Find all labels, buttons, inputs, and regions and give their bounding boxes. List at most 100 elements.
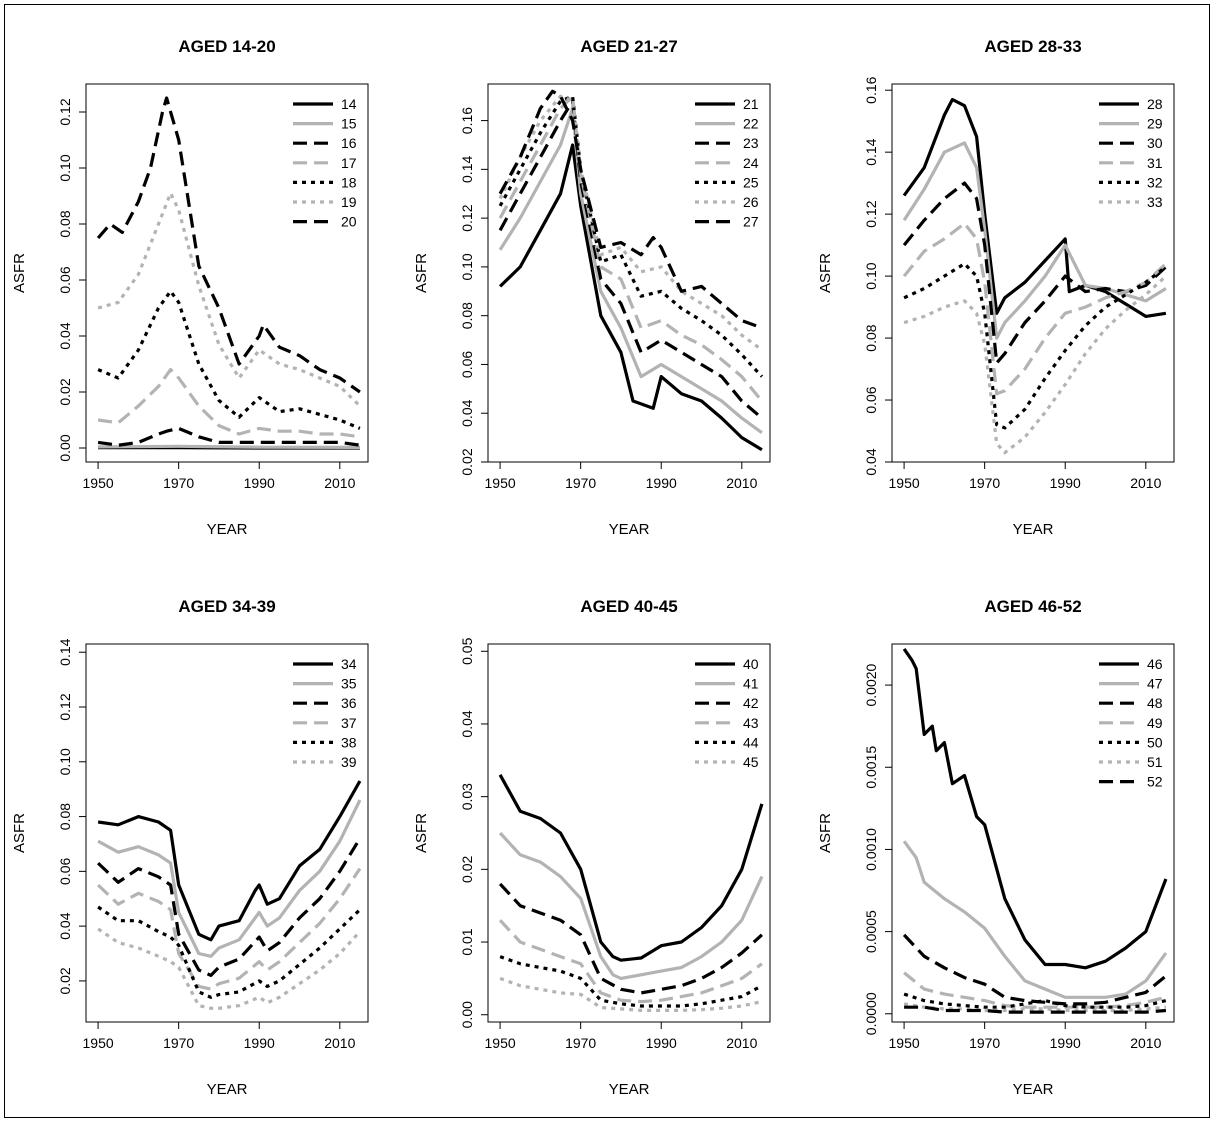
- series-line-28: [902, 97, 1167, 318]
- chart-title: AGED 40-45: [580, 597, 677, 616]
- y-tick-label: 0.0005: [863, 910, 879, 953]
- plot-area-border: [85, 83, 369, 463]
- chart-title: AGED 28-33: [984, 37, 1081, 56]
- x-tick-label: 1990: [1050, 475, 1081, 491]
- y-tick-label: 0.00: [459, 1001, 475, 1028]
- legend-label: 29: [1147, 116, 1163, 132]
- chart-panel-4: AGED 34-39 1950 1970 1990 2010 0.02 0.04 0.06 0.…: [11, 597, 369, 1098]
- series-line-46: [902, 647, 1168, 970]
- series-line-44: [499, 955, 763, 1008]
- series-line-31: [902, 221, 1167, 396]
- plot-area-border: [487, 643, 771, 1023]
- series-line-36: [96, 837, 362, 978]
- series-line-18: [97, 289, 361, 430]
- legend-label: 41: [743, 676, 759, 692]
- series-line-45: [499, 976, 763, 1013]
- y-tick-label: 0.10: [863, 262, 879, 289]
- y-tick-label: 0.10: [57, 154, 73, 181]
- series-line-32: [903, 262, 1167, 430]
- series-line-26: [498, 94, 763, 352]
- y-tick-label: 0.06: [57, 266, 73, 293]
- y-tick-label: 0.01: [459, 928, 475, 955]
- chart-panel-6: AGED 46-52 1950 1970 1990 2010 0.0000 0.0005 0.…: [817, 597, 1175, 1098]
- y-tick-label: 0.08: [459, 302, 475, 329]
- x-tick-label: 1970: [565, 1035, 596, 1051]
- legend: 21 22 23 24 25 26 27: [695, 96, 759, 230]
- legend-label: 36: [341, 695, 357, 711]
- x-axis-label: YEAR: [1013, 521, 1054, 538]
- y-tick-label: 0.06: [863, 386, 879, 413]
- y-axis-label: ASFR: [11, 253, 28, 293]
- chart-title: AGED 14-20: [178, 37, 275, 56]
- x-axis-label: YEAR: [1013, 1081, 1054, 1098]
- x-tick-label: 2010: [726, 475, 757, 491]
- series-line-43: [498, 919, 763, 1004]
- legend-label: 28: [1147, 96, 1163, 112]
- y-axis-label: ASFR: [817, 813, 834, 853]
- y-tick-label: 0.08: [863, 324, 879, 351]
- x-tick-label: 1990: [244, 1035, 275, 1051]
- x-tick-label: 1990: [1050, 1035, 1081, 1051]
- legend-label: 48: [1147, 695, 1163, 711]
- chart-panel-3: AGED 28-33 1950 1970 1990 2010 0.04 0.06 0.08 0.…: [817, 37, 1175, 538]
- y-tick-label: 0.06: [459, 351, 475, 378]
- legend-label: 37: [341, 715, 357, 731]
- legend-label: 20: [341, 214, 357, 230]
- series-line-40: [498, 774, 764, 962]
- x-tick-label: 2010: [324, 475, 355, 491]
- series-line-16: [97, 426, 361, 447]
- y-tick-label: 0.08: [57, 803, 73, 830]
- legend-label: 32: [1147, 174, 1163, 190]
- legend-label: 25: [743, 174, 759, 190]
- y-tick-label: 0.16: [863, 76, 879, 103]
- legend-label: 22: [743, 116, 759, 132]
- x-tick-label: 1970: [969, 475, 1000, 491]
- y-tick-label: 0.14: [459, 156, 475, 183]
- series-line-52: [904, 1005, 1167, 1014]
- y-tick-label: 0.04: [57, 322, 73, 349]
- y-tick-label: 0.12: [459, 204, 475, 231]
- series-line-38: [97, 905, 362, 999]
- chart-title: AGED 34-39: [178, 597, 275, 616]
- x-tick-label: 1950: [485, 475, 516, 491]
- legend: 34 35 36 37 38 39: [293, 656, 357, 770]
- y-tick-label: 0.02: [57, 378, 73, 405]
- chart-panel-1: AGED 14-20 1950 1970 1990 2010 0.00 0.02 0.04 0.…: [11, 37, 369, 538]
- x-axis-label: YEAR: [207, 521, 248, 538]
- y-tick-label: 0.02: [459, 856, 475, 883]
- y-axis-label: ASFR: [413, 253, 430, 293]
- legend-label: 45: [743, 754, 759, 770]
- series-line-35: [97, 799, 362, 958]
- series-line-34: [97, 780, 362, 942]
- y-tick-label: 0.04: [863, 448, 879, 475]
- legend-label: 31: [1147, 155, 1163, 171]
- y-axis-label: ASFR: [413, 813, 430, 853]
- series-line-24: [498, 94, 764, 403]
- x-axis-label: YEAR: [207, 1081, 248, 1098]
- y-tick-label: 0.0015: [863, 746, 879, 789]
- plot-area-border: [891, 643, 1175, 1023]
- legend-label: 34: [341, 656, 357, 672]
- y-tick-label: 0.14: [863, 138, 879, 165]
- y-tick-label: 0.08: [57, 210, 73, 237]
- x-axis-label: YEAR: [609, 521, 650, 538]
- legend-label: 51: [1147, 754, 1163, 770]
- legend-label: 38: [341, 734, 357, 750]
- legend-label: 26: [743, 194, 759, 210]
- series-line-33: [903, 274, 1167, 455]
- series-group: [96, 96, 362, 450]
- series-line-17: [97, 368, 361, 439]
- y-tick-label: 0.16: [459, 107, 475, 134]
- legend-label: 30: [1147, 135, 1163, 151]
- y-tick-label: 0.05: [459, 637, 475, 664]
- legend-label: 19: [341, 194, 357, 210]
- x-tick-label: 1990: [244, 475, 275, 491]
- series-line-42: [498, 882, 763, 995]
- series-group: [96, 780, 362, 1010]
- x-tick-label: 2010: [1130, 1035, 1161, 1051]
- legend-label: 21: [743, 96, 759, 112]
- legend-label: 42: [743, 695, 759, 711]
- legend-label: 47: [1147, 676, 1163, 692]
- y-tick-label: 0.02: [459, 448, 475, 475]
